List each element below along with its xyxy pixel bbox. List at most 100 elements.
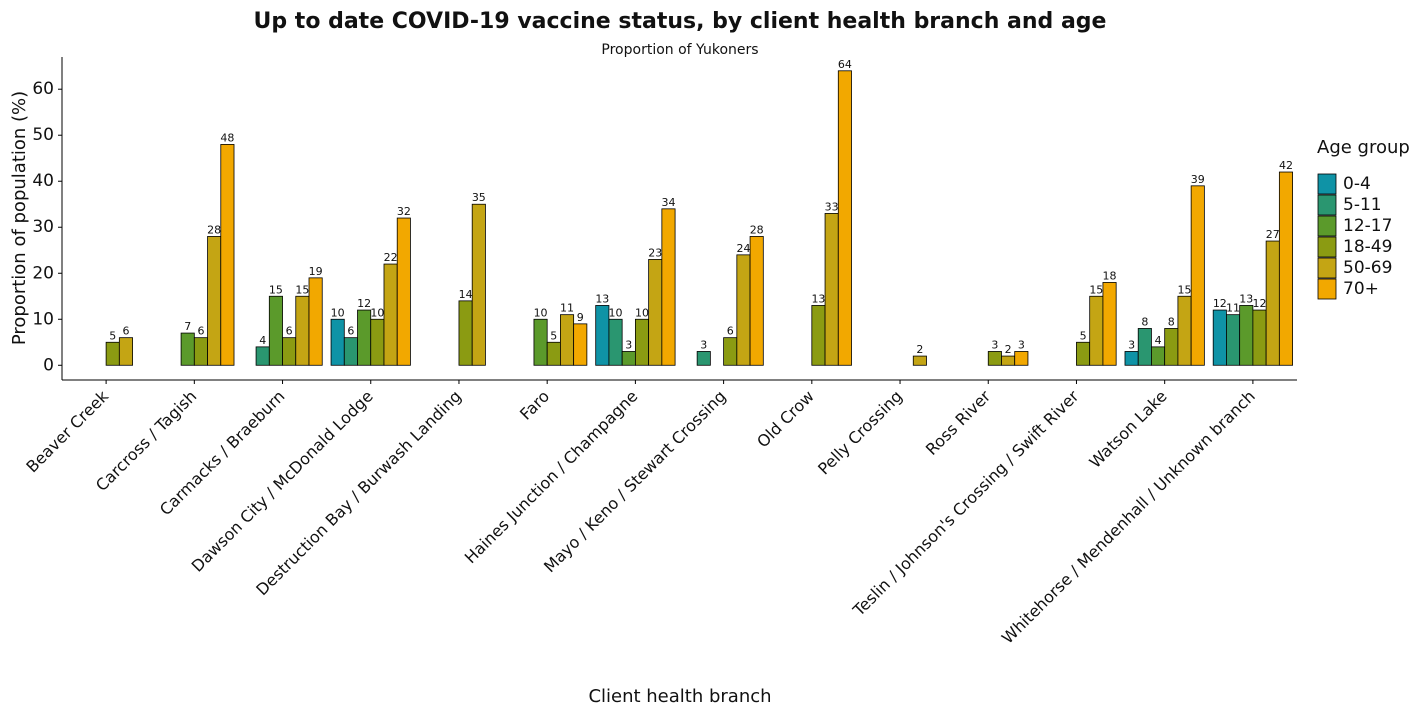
bar-label: 18 bbox=[1103, 269, 1117, 282]
bar-label: 3 bbox=[625, 338, 632, 351]
x-tick-label: Haines Junction / Champagne bbox=[461, 387, 642, 568]
bar-label: 6 bbox=[197, 325, 204, 338]
x-axis-title: Client health branch bbox=[588, 686, 771, 707]
legend-label: 70+ bbox=[1343, 279, 1379, 299]
bar-label: 28 bbox=[750, 223, 764, 236]
bar-label: 6 bbox=[122, 325, 129, 338]
bar bbox=[1265, 240, 1280, 366]
legend-label: 12-17 bbox=[1343, 216, 1392, 236]
y-tick-label: 20 bbox=[32, 263, 54, 283]
bar-label: 5 bbox=[109, 329, 116, 342]
bar bbox=[1124, 351, 1139, 366]
bar bbox=[357, 309, 372, 366]
bar bbox=[268, 295, 283, 366]
legend-key bbox=[1317, 173, 1337, 195]
bar bbox=[343, 337, 358, 366]
bar bbox=[1001, 355, 1016, 366]
bar-label: 13 bbox=[595, 292, 609, 305]
bar bbox=[1102, 282, 1117, 366]
bar-label: 15 bbox=[295, 283, 309, 296]
bar bbox=[1177, 295, 1192, 366]
bar-label: 10 bbox=[609, 306, 623, 319]
bar bbox=[533, 318, 548, 366]
bar-label: 8 bbox=[1168, 315, 1175, 328]
bar-label: 14 bbox=[459, 288, 473, 301]
bar bbox=[471, 203, 486, 366]
bar-label: 32 bbox=[397, 205, 411, 218]
bar bbox=[1137, 328, 1152, 366]
bar-label: 2 bbox=[1005, 343, 1012, 356]
bar-label: 24 bbox=[736, 242, 750, 255]
bar bbox=[1252, 309, 1267, 366]
x-tick-label: Ross River bbox=[922, 386, 995, 459]
bar bbox=[207, 236, 222, 366]
bar bbox=[824, 213, 839, 366]
bar-label: 12 bbox=[1213, 297, 1227, 310]
x-tick-label: Mayo / Keno / Stewart Crossing bbox=[540, 387, 730, 577]
bar bbox=[560, 314, 575, 366]
bar bbox=[1190, 185, 1205, 366]
bar bbox=[811, 305, 826, 366]
bar-label: 11 bbox=[560, 302, 574, 315]
bar bbox=[1239, 305, 1254, 366]
bar-label: 3 bbox=[700, 338, 707, 351]
y-tick-label: 0 bbox=[43, 355, 54, 375]
bar-label: 13 bbox=[811, 292, 825, 305]
bar bbox=[383, 263, 398, 366]
bar bbox=[396, 217, 411, 366]
y-tick-label: 30 bbox=[32, 217, 54, 237]
bar bbox=[621, 351, 636, 366]
legend-key bbox=[1317, 236, 1337, 258]
bar-label: 6 bbox=[727, 325, 734, 338]
bar-label: 6 bbox=[347, 325, 354, 338]
bar-label: 10 bbox=[331, 306, 345, 319]
legend-key bbox=[1317, 215, 1337, 237]
bar bbox=[105, 341, 120, 366]
bar bbox=[648, 259, 663, 366]
bar bbox=[370, 318, 385, 366]
bar bbox=[573, 323, 588, 366]
bar-label: 34 bbox=[661, 196, 675, 209]
bar-label: 10 bbox=[370, 306, 384, 319]
bar bbox=[1164, 328, 1179, 366]
bar bbox=[608, 318, 623, 366]
bar-label: 15 bbox=[1089, 283, 1103, 296]
bar-label: 28 bbox=[207, 223, 221, 236]
y-axis-title: Proportion of population (%) bbox=[9, 91, 30, 345]
bar bbox=[736, 254, 751, 366]
legend-label: 50-69 bbox=[1343, 258, 1392, 278]
bar bbox=[1076, 341, 1091, 366]
bar bbox=[696, 351, 711, 366]
bar bbox=[193, 337, 208, 366]
bar-label: 13 bbox=[1239, 292, 1253, 305]
legend-label: 5-11 bbox=[1343, 195, 1382, 215]
bar-label: 15 bbox=[1178, 283, 1192, 296]
bar bbox=[255, 346, 270, 366]
bar-label: 64 bbox=[838, 58, 852, 71]
bar-label: 3 bbox=[1128, 338, 1135, 351]
legend-title: Age group bbox=[1317, 137, 1410, 158]
x-tick-label: Pelly Crossing bbox=[814, 387, 906, 479]
bar bbox=[308, 277, 323, 366]
bar-label: 10 bbox=[534, 306, 548, 319]
bar bbox=[661, 208, 676, 366]
bar bbox=[987, 351, 1002, 366]
bar bbox=[634, 318, 650, 366]
bar-label: 11 bbox=[1226, 302, 1240, 315]
bar-label: 35 bbox=[472, 191, 486, 204]
bar-label: 12 bbox=[1253, 297, 1267, 310]
bar-label: 12 bbox=[357, 297, 371, 310]
bar bbox=[282, 337, 297, 366]
bar-label: 22 bbox=[384, 251, 398, 264]
bar bbox=[220, 144, 235, 366]
y-tick-label: 60 bbox=[32, 79, 54, 99]
bar bbox=[1226, 314, 1241, 366]
legend-label: 18-49 bbox=[1343, 237, 1392, 257]
bar bbox=[1212, 309, 1227, 366]
bar-label: 5 bbox=[550, 329, 557, 342]
bar-label: 33 bbox=[825, 200, 839, 213]
legend-label: 0-4 bbox=[1343, 174, 1371, 194]
x-tick-label: Watson Lake bbox=[1085, 387, 1170, 472]
bar bbox=[330, 318, 345, 366]
bar-label: 2 bbox=[916, 343, 923, 356]
